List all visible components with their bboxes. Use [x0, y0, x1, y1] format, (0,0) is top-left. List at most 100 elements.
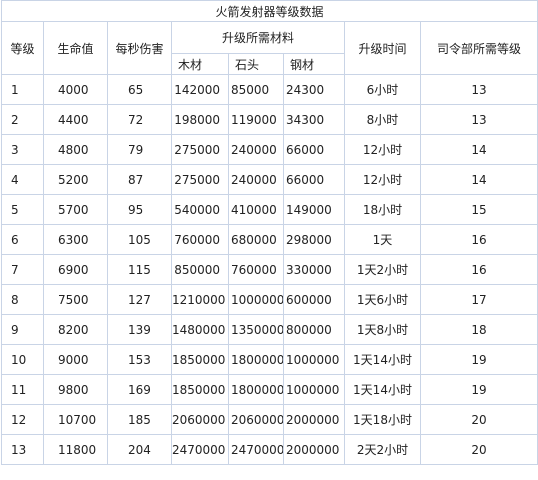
- table-row: 5 5700 95 540000 410000 149000 18小时 15: [1, 194, 538, 225]
- cell-dps: 169: [107, 374, 172, 405]
- cell-stone: 240000: [228, 164, 284, 195]
- cell-steel: 34300: [283, 104, 345, 135]
- cell-steel: 1000000: [283, 374, 345, 405]
- cell-steel: 330000: [283, 254, 345, 285]
- cell-dps: 204: [107, 434, 172, 465]
- table-row: 2 4400 72 198000 119000 34300 8小时 13: [1, 104, 538, 135]
- cell-stone: 85000: [228, 74, 284, 105]
- cell-wood: 275000: [171, 134, 229, 165]
- cell-dps: 65: [107, 74, 172, 105]
- cell-level: 12: [1, 404, 44, 435]
- cell-wood: 1850000: [171, 374, 229, 405]
- cell-hq-level: 19: [419, 344, 538, 375]
- cell-wood: 1210000: [171, 284, 229, 315]
- header-hq-level: 司令部所需等级: [419, 21, 538, 75]
- cell-level: 13: [1, 434, 44, 465]
- cell-stone: 760000: [228, 254, 284, 285]
- cell-level: 11: [1, 374, 44, 405]
- cell-hq-level: 19: [419, 374, 538, 405]
- cell-stone: 1800000: [228, 374, 284, 405]
- header-dps: 每秒伤害: [107, 21, 172, 75]
- cell-hp: 5700: [43, 194, 108, 225]
- cell-level: 7: [1, 254, 44, 285]
- cell-wood: 2470000: [171, 434, 229, 465]
- cell-wood: 198000: [171, 104, 229, 135]
- table-row: 1 4000 65 142000 85000 24300 6小时 13: [1, 74, 538, 105]
- table-row: 10 9000 153 1850000 1800000 1000000 1天14小时 19: [1, 344, 538, 375]
- cell-stone: 2060000: [228, 404, 284, 435]
- cell-level: 4: [1, 164, 44, 195]
- header-stone: 石头: [228, 53, 284, 75]
- cell-hp: 4400: [43, 104, 108, 135]
- cell-upgrade-time: 1天6小时: [344, 284, 421, 315]
- cell-hq-level: 13: [419, 104, 538, 135]
- cell-steel: 66000: [283, 164, 345, 195]
- cell-upgrade-time: 1天8小时: [344, 314, 421, 345]
- cell-wood: 760000: [171, 224, 229, 255]
- table-row: 9 8200 139 1480000 1350000 800000 1天8小时 18: [1, 314, 538, 345]
- cell-wood: 540000: [171, 194, 229, 225]
- cell-level: 9: [1, 314, 44, 345]
- cell-stone: 410000: [228, 194, 284, 225]
- cell-hp: 9000: [43, 344, 108, 375]
- cell-dps: 105: [107, 224, 172, 255]
- cell-upgrade-time: 12小时: [344, 164, 421, 195]
- cell-upgrade-time: 6小时: [344, 74, 421, 105]
- cell-hq-level: 16: [419, 224, 538, 255]
- cell-hp: 5200: [43, 164, 108, 195]
- cell-wood: 2060000: [171, 404, 229, 435]
- cell-hq-level: 16: [419, 254, 538, 285]
- cell-stone: 1000000: [228, 284, 284, 315]
- cell-dps: 153: [107, 344, 172, 375]
- cell-wood: 850000: [171, 254, 229, 285]
- cell-hp: 4800: [43, 134, 108, 165]
- header-steel: 钢材: [283, 53, 345, 75]
- cell-steel: 1000000: [283, 344, 345, 375]
- cell-stone: 680000: [228, 224, 284, 255]
- cell-hp: 8200: [43, 314, 108, 345]
- cell-dps: 79: [107, 134, 172, 165]
- cell-hp: 6300: [43, 224, 108, 255]
- cell-dps: 127: [107, 284, 172, 315]
- cell-steel: 24300: [283, 74, 345, 105]
- cell-upgrade-time: 2天2小时: [344, 434, 421, 465]
- cell-upgrade-time: 1天14小时: [344, 374, 421, 405]
- cell-hq-level: 20: [419, 404, 538, 435]
- cell-hq-level: 18: [419, 314, 538, 345]
- cell-upgrade-time: 8小时: [344, 104, 421, 135]
- cell-stone: 1800000: [228, 344, 284, 375]
- cell-wood: 1480000: [171, 314, 229, 345]
- cell-level: 1: [1, 74, 44, 105]
- table-row: 7 6900 115 850000 760000 330000 1天2小时 16: [1, 254, 538, 285]
- cell-stone: 1350000: [228, 314, 284, 345]
- cell-stone: 119000: [228, 104, 284, 135]
- cell-wood: 142000: [171, 74, 229, 105]
- cell-wood: 275000: [171, 164, 229, 195]
- cell-level: 2: [1, 104, 44, 135]
- cell-dps: 87: [107, 164, 172, 195]
- table-row: 3 4800 79 275000 240000 66000 12小时 14: [1, 134, 538, 165]
- cell-hp: 10700: [43, 404, 108, 435]
- cell-steel: 66000: [283, 134, 345, 165]
- cell-upgrade-time: 1天2小时: [344, 254, 421, 285]
- cell-hq-level: 20: [419, 434, 538, 465]
- table-row: 13 11800 204 2470000 2470000 2000000 2天2小时 20: [1, 434, 538, 465]
- cell-hq-level: 17: [419, 284, 538, 315]
- cell-hq-level: 15: [419, 194, 538, 225]
- cell-steel: 298000: [283, 224, 345, 255]
- cell-hp: 11800: [43, 434, 108, 465]
- cell-upgrade-time: 1天: [344, 224, 421, 255]
- cell-hq-level: 14: [419, 134, 538, 165]
- cell-steel: 800000: [283, 314, 345, 345]
- cell-upgrade-time: 1天14小时: [344, 344, 421, 375]
- header-time: 升级时间: [344, 21, 421, 75]
- cell-level: 5: [1, 194, 44, 225]
- cell-upgrade-time: 12小时: [344, 134, 421, 165]
- cell-dps: 185: [107, 404, 172, 435]
- cell-steel: 2000000: [283, 434, 345, 465]
- cell-stone: 2470000: [228, 434, 284, 465]
- cell-upgrade-time: 18小时: [344, 194, 421, 225]
- cell-dps: 139: [107, 314, 172, 345]
- cell-stone: 240000: [228, 134, 284, 165]
